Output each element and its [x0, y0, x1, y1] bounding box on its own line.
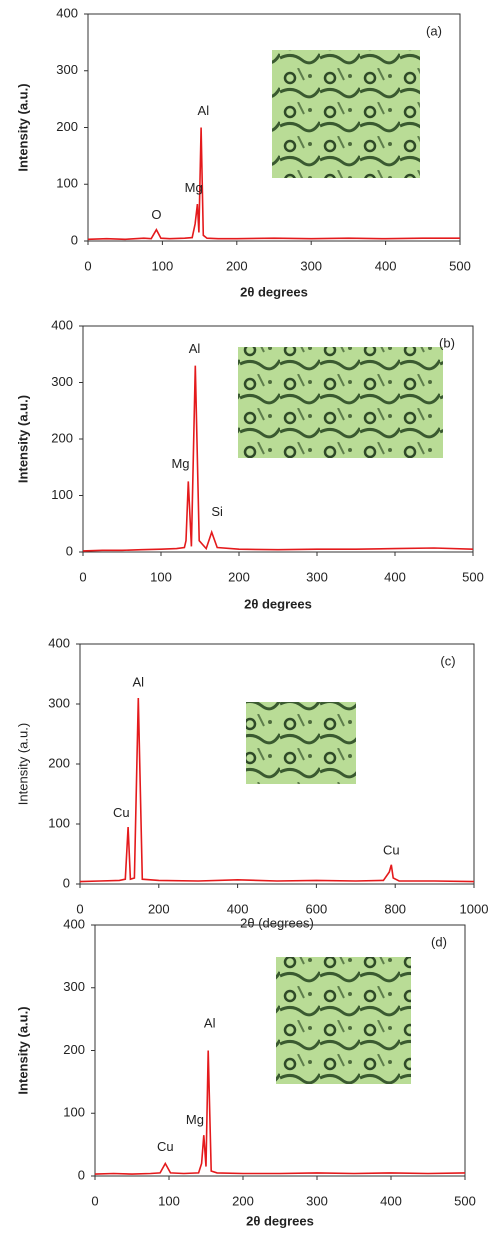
panel-label: (b) — [439, 335, 455, 350]
peak-label: Al — [189, 341, 201, 356]
y-tick-label: 300 — [51, 374, 73, 389]
y-tick-label: 300 — [63, 979, 85, 994]
x-tick-label: 100 — [158, 1193, 180, 1208]
y-tick-label: 200 — [51, 430, 73, 445]
x-tick-label: 300 — [306, 1193, 328, 1208]
x-axis-label: 2θ degrees — [246, 1213, 314, 1228]
peak-label: Al — [204, 1016, 216, 1031]
peak-label: Mg — [171, 456, 189, 471]
y-tick-label: 200 — [48, 755, 70, 770]
y-tick-label: 200 — [63, 1042, 85, 1057]
panel-label: (c) — [440, 653, 455, 668]
peak-label: Si — [211, 504, 223, 519]
x-tick-label: 200 — [226, 258, 248, 273]
x-tick-label: 100 — [152, 258, 174, 273]
x-tick-label: 600 — [306, 901, 328, 916]
y-tick-label: 200 — [56, 119, 78, 134]
xrd-line — [79, 697, 475, 883]
x-tick-label: 1000 — [460, 901, 489, 916]
y-tick-label: 100 — [48, 815, 70, 830]
y-tick-label: 400 — [63, 916, 85, 931]
micrograph — [276, 957, 411, 1084]
peak-label: Al — [198, 103, 210, 118]
peak-label: Cu — [383, 842, 400, 857]
x-tick-label: 0 — [84, 258, 91, 273]
x-tick-label: 0 — [79, 569, 86, 584]
y-axis-label: Intensity (a.u.) — [15, 723, 30, 805]
y-tick-label: 0 — [63, 875, 70, 890]
y-axis-label: Intensity (a.u.) — [15, 83, 30, 171]
y-tick-label: 300 — [56, 62, 78, 77]
x-tick-label: 200 — [232, 1193, 254, 1208]
x-axis-label: 2θ degrees — [240, 284, 308, 299]
y-tick-label: 100 — [63, 1105, 85, 1120]
x-tick-label: 500 — [454, 1193, 476, 1208]
peak-label: Mg — [185, 180, 203, 195]
x-tick-label: 200 — [228, 569, 250, 584]
peak-label: Cu — [113, 805, 130, 820]
x-tick-label: 0 — [91, 1193, 98, 1208]
xrd-line — [82, 365, 474, 552]
y-tick-label: 0 — [78, 1167, 85, 1182]
y-tick-label: 400 — [51, 317, 73, 332]
x-tick-label: 400 — [384, 569, 406, 584]
panel-label: (d) — [431, 934, 447, 949]
y-tick-label: 0 — [66, 543, 73, 558]
y-tick-label: 100 — [51, 487, 73, 502]
micrograph — [272, 50, 420, 178]
y-tick-label: 0 — [71, 232, 78, 247]
y-axis-label: Intensity (a.u.) — [15, 395, 30, 483]
x-tick-label: 300 — [300, 258, 322, 273]
micrograph — [246, 702, 356, 784]
x-tick-label: 0 — [76, 901, 83, 916]
x-axis-label: 2θ degrees — [244, 596, 312, 611]
x-tick-label: 100 — [150, 569, 172, 584]
x-tick-label: 400 — [375, 258, 397, 273]
y-tick-label: 400 — [56, 5, 78, 20]
xrd-line — [87, 127, 460, 241]
x-tick-label: 800 — [384, 901, 406, 916]
y-tick-label: 400 — [48, 635, 70, 650]
y-tick-label: 300 — [48, 695, 70, 710]
x-tick-label: 300 — [306, 569, 328, 584]
x-tick-label: 400 — [380, 1193, 402, 1208]
micrograph — [238, 347, 443, 458]
peak-label: Al — [133, 674, 145, 689]
xrd-line — [94, 1050, 466, 1175]
x-tick-label: 500 — [462, 569, 484, 584]
panel-label: (a) — [426, 23, 442, 38]
peak-label: O — [151, 207, 161, 222]
x-axis-label: 2θ (degrees) — [240, 915, 314, 930]
micrographs — [238, 50, 443, 1084]
x-tick-label: 500 — [449, 258, 471, 273]
y-tick-label: 100 — [56, 176, 78, 191]
peak-label: Mg — [186, 1112, 204, 1127]
x-tick-label: 200 — [148, 901, 170, 916]
y-axis-label: Intensity (a.u.) — [15, 1006, 30, 1094]
x-tick-label: 400 — [227, 901, 249, 916]
peak-label: Cu — [157, 1139, 174, 1154]
